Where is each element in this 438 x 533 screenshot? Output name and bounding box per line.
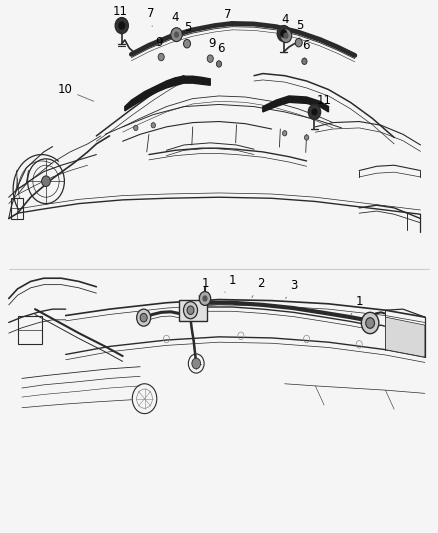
FancyBboxPatch shape [179, 300, 207, 321]
Circle shape [199, 292, 211, 305]
Text: 6: 6 [302, 39, 310, 60]
Circle shape [311, 108, 318, 116]
Circle shape [192, 358, 201, 369]
Text: 4: 4 [281, 13, 289, 32]
Text: 6: 6 [217, 43, 225, 62]
Text: 5: 5 [297, 19, 304, 38]
Text: 1: 1 [225, 274, 236, 293]
Text: 7: 7 [147, 7, 155, 27]
Text: 5: 5 [184, 21, 191, 39]
Text: 4: 4 [171, 11, 179, 30]
Text: 1: 1 [198, 278, 210, 296]
Circle shape [202, 295, 208, 302]
Polygon shape [263, 96, 328, 112]
Circle shape [137, 309, 151, 326]
Circle shape [187, 306, 194, 314]
Circle shape [151, 123, 155, 128]
Circle shape [158, 53, 164, 61]
Circle shape [184, 302, 198, 319]
Text: 3: 3 [286, 279, 298, 298]
Circle shape [42, 176, 50, 187]
Circle shape [115, 18, 128, 34]
Circle shape [295, 38, 302, 47]
Circle shape [184, 39, 191, 48]
Circle shape [216, 61, 222, 67]
Circle shape [283, 131, 287, 136]
Text: 7: 7 [224, 9, 232, 28]
Circle shape [140, 313, 147, 322]
Circle shape [277, 26, 290, 42]
Circle shape [308, 104, 321, 119]
Polygon shape [385, 317, 425, 357]
Text: 11: 11 [314, 94, 332, 113]
Text: 11: 11 [113, 5, 128, 24]
Text: 9: 9 [155, 36, 163, 56]
Circle shape [302, 58, 307, 64]
Circle shape [366, 318, 374, 328]
Circle shape [280, 29, 292, 43]
Circle shape [207, 55, 213, 62]
Circle shape [118, 21, 125, 30]
Text: 10: 10 [57, 83, 94, 101]
Circle shape [174, 31, 179, 38]
Polygon shape [125, 76, 210, 111]
Text: 9: 9 [208, 37, 216, 57]
Circle shape [361, 312, 379, 334]
Circle shape [304, 135, 309, 140]
Text: 2: 2 [252, 278, 265, 297]
Circle shape [171, 28, 182, 42]
Circle shape [280, 29, 287, 38]
Text: 1: 1 [350, 295, 363, 316]
Circle shape [283, 33, 289, 39]
Circle shape [134, 125, 138, 131]
